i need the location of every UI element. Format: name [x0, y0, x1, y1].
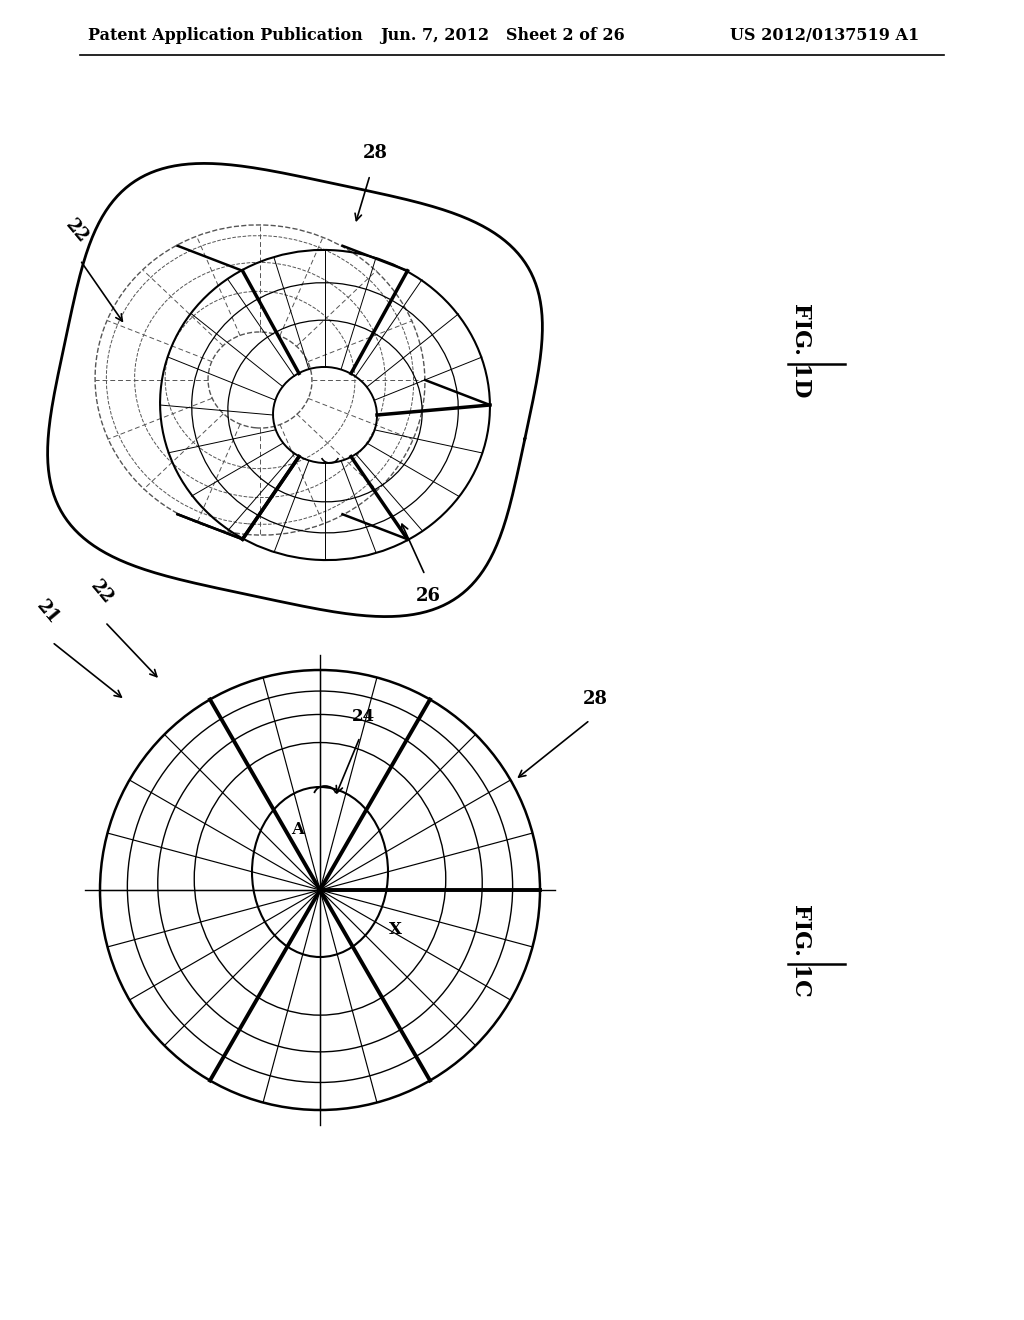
- Text: Jun. 7, 2012   Sheet 2 of 26: Jun. 7, 2012 Sheet 2 of 26: [380, 26, 625, 44]
- Text: FIG. 1C: FIG. 1C: [790, 904, 812, 997]
- Text: 28: 28: [362, 144, 387, 162]
- Text: Patent Application Publication: Patent Application Publication: [88, 26, 362, 44]
- Text: 22: 22: [62, 216, 92, 247]
- Text: FIG. 1D: FIG. 1D: [790, 302, 812, 397]
- Text: 21: 21: [33, 597, 62, 628]
- Text: X: X: [388, 921, 401, 939]
- Text: 22: 22: [87, 577, 117, 609]
- Text: A: A: [292, 821, 304, 838]
- Text: 28: 28: [583, 690, 607, 708]
- Text: US 2012/0137519 A1: US 2012/0137519 A1: [730, 26, 920, 44]
- Text: 26: 26: [416, 587, 440, 605]
- Text: 24: 24: [351, 708, 375, 725]
